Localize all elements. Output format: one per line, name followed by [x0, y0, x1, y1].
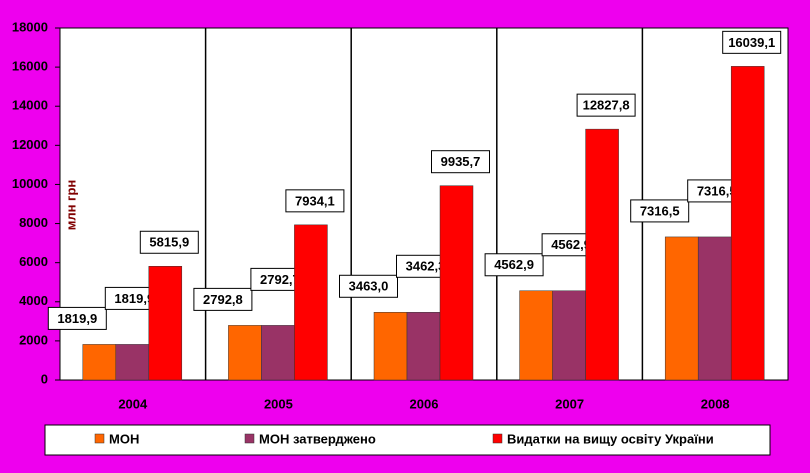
- x-tick-label: 2004: [118, 396, 148, 411]
- value-label: 5815,9: [149, 235, 189, 250]
- y-tick-label: 0: [41, 371, 48, 386]
- y-tick-label: 4000: [19, 293, 48, 308]
- value-label: 7934,1: [295, 193, 335, 208]
- bar: [664, 236, 699, 381]
- bar: [115, 344, 150, 381]
- value-label-box: [339, 274, 398, 298]
- legend-label: МОН: [109, 431, 139, 446]
- value-label: 7316,5: [640, 203, 680, 218]
- bar: [373, 312, 408, 381]
- value-label-box: [630, 199, 690, 223]
- value-label: 4562,9: [494, 257, 534, 272]
- x-tick-label: 2005: [264, 396, 293, 411]
- bar: [148, 266, 183, 381]
- value-label: 12827,8: [583, 98, 630, 113]
- bar: [261, 325, 295, 381]
- value-label: 3462,3: [406, 259, 446, 274]
- y-tick-label: 14000: [12, 98, 48, 113]
- bar: [585, 128, 619, 381]
- bar: [406, 312, 441, 381]
- y-tick-label: 18000: [12, 19, 48, 34]
- value-label: 4562,9: [551, 237, 591, 252]
- x-tick-label: 2006: [410, 396, 439, 411]
- value-label: 1819,9: [114, 291, 154, 306]
- value-label: 2792,7: [260, 272, 300, 287]
- value-label-box: [47, 306, 107, 330]
- legend: [44, 424, 771, 456]
- y-axis-label: млн грн: [63, 180, 78, 231]
- bar: [730, 66, 765, 381]
- value-label-box: [576, 93, 636, 117]
- y-tick-label: 16000: [12, 59, 48, 74]
- value-label-box: [285, 189, 345, 213]
- value-label-box: [431, 150, 490, 174]
- x-tick-label: 2008: [701, 396, 730, 411]
- legend-swatch: [94, 433, 105, 444]
- legend-swatch: [492, 433, 503, 444]
- bar: [519, 290, 553, 381]
- bar: [228, 325, 262, 381]
- legend-swatch: [244, 433, 255, 444]
- y-tick-label: 6000: [19, 254, 48, 269]
- x-tick-label: 2007: [555, 396, 584, 411]
- bar: [82, 344, 117, 381]
- value-label-box: [484, 253, 544, 277]
- y-tick-label: 12000: [12, 137, 48, 152]
- value-label-box: [722, 30, 782, 54]
- value-label: 1819,9: [57, 311, 97, 326]
- value-label: 16039,1: [728, 35, 775, 50]
- value-label: 7316,5: [697, 183, 737, 198]
- bar: [439, 185, 474, 381]
- value-label: 3463,0: [349, 279, 389, 294]
- y-tick-label: 2000: [19, 332, 48, 347]
- bar: [294, 224, 328, 381]
- value-label-box: [139, 230, 199, 254]
- bar: [697, 236, 732, 381]
- legend-label: МОН затверджено: [259, 431, 376, 446]
- value-label: 2792,8: [203, 292, 243, 307]
- value-label: 9935,7: [441, 154, 481, 169]
- y-tick-label: 10000: [12, 176, 48, 191]
- legend-label: Видатки на вищу освіту України: [507, 431, 714, 446]
- y-tick-label: 8000: [19, 215, 48, 230]
- value-label-box: [193, 287, 253, 311]
- bar: [552, 290, 586, 381]
